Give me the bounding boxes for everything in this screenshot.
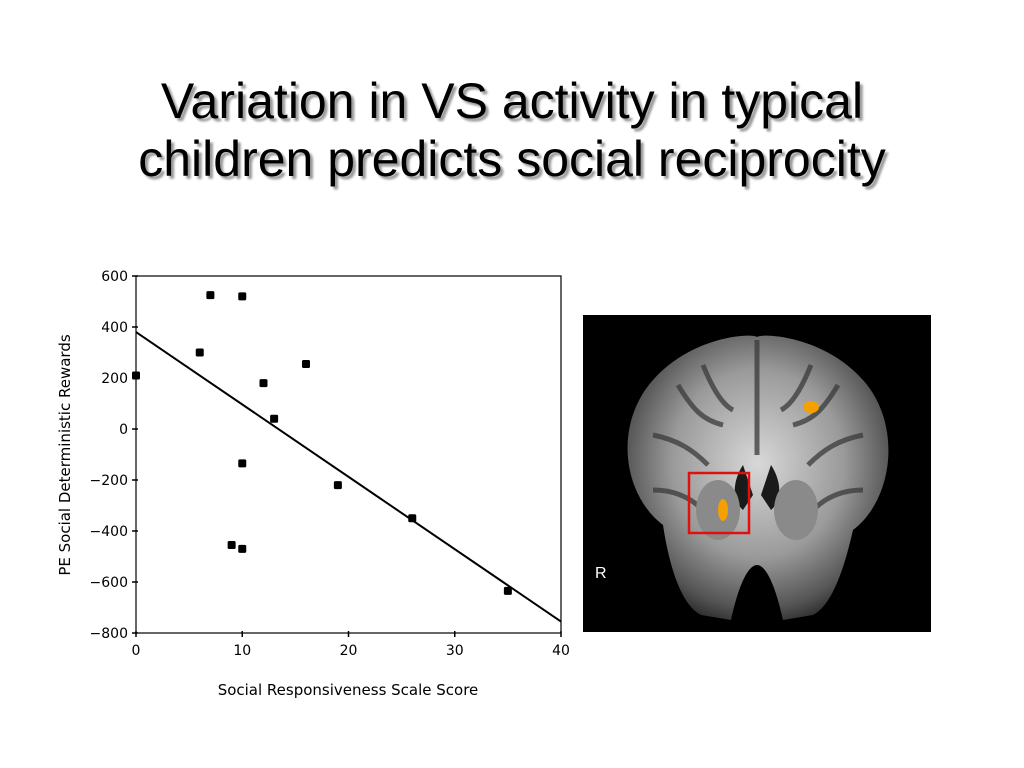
data-point xyxy=(333,481,342,490)
data-point xyxy=(408,514,417,523)
data-point xyxy=(227,541,236,550)
y-tick-label: −200 xyxy=(90,473,128,489)
x-axis-title: Social Responsiveness Scale Score xyxy=(218,681,479,699)
data-point xyxy=(132,371,140,380)
y-tick-label: −400 xyxy=(90,524,128,540)
y-tick-label: 600 xyxy=(101,269,128,285)
roi-highlight-box xyxy=(687,471,751,535)
data-points xyxy=(132,291,512,595)
brain-scan-image: R xyxy=(583,315,931,632)
side-label: R xyxy=(595,565,607,582)
title-line-2: children predicts social reciprocity xyxy=(138,131,886,187)
y-tick-label: −800 xyxy=(90,626,128,642)
y-tick-label: −600 xyxy=(90,575,128,591)
chart-axes xyxy=(135,275,562,634)
x-tick-label: 40 xyxy=(552,643,570,659)
y-axis-title: PE Social Deterministic Rewards xyxy=(56,334,74,576)
activation-blob xyxy=(718,499,728,521)
y-tick-label: 200 xyxy=(101,371,128,387)
x-tick-label: 10 xyxy=(233,643,251,659)
data-point xyxy=(238,544,247,553)
plot-frame xyxy=(135,275,562,634)
x-tick-label: 30 xyxy=(446,643,464,659)
data-point xyxy=(195,348,204,357)
data-point xyxy=(270,414,279,423)
coronal-brain-slice xyxy=(627,335,889,620)
data-point xyxy=(503,586,512,595)
x-tick-label: 20 xyxy=(340,643,358,659)
activation-blob xyxy=(803,401,819,413)
data-point xyxy=(206,291,215,300)
y-tick-label: 0 xyxy=(119,422,128,438)
y-tick-label: 400 xyxy=(101,320,128,336)
x-tick-label: 0 xyxy=(132,643,141,659)
data-point xyxy=(238,459,247,468)
title-line-1: Variation in VS activity in typical xyxy=(160,73,864,129)
regression-line xyxy=(135,331,562,623)
data-point xyxy=(259,379,268,388)
slide-title: Variation in VS activity in typical chil… xyxy=(40,72,984,188)
data-point xyxy=(238,292,247,301)
data-point xyxy=(302,359,310,368)
